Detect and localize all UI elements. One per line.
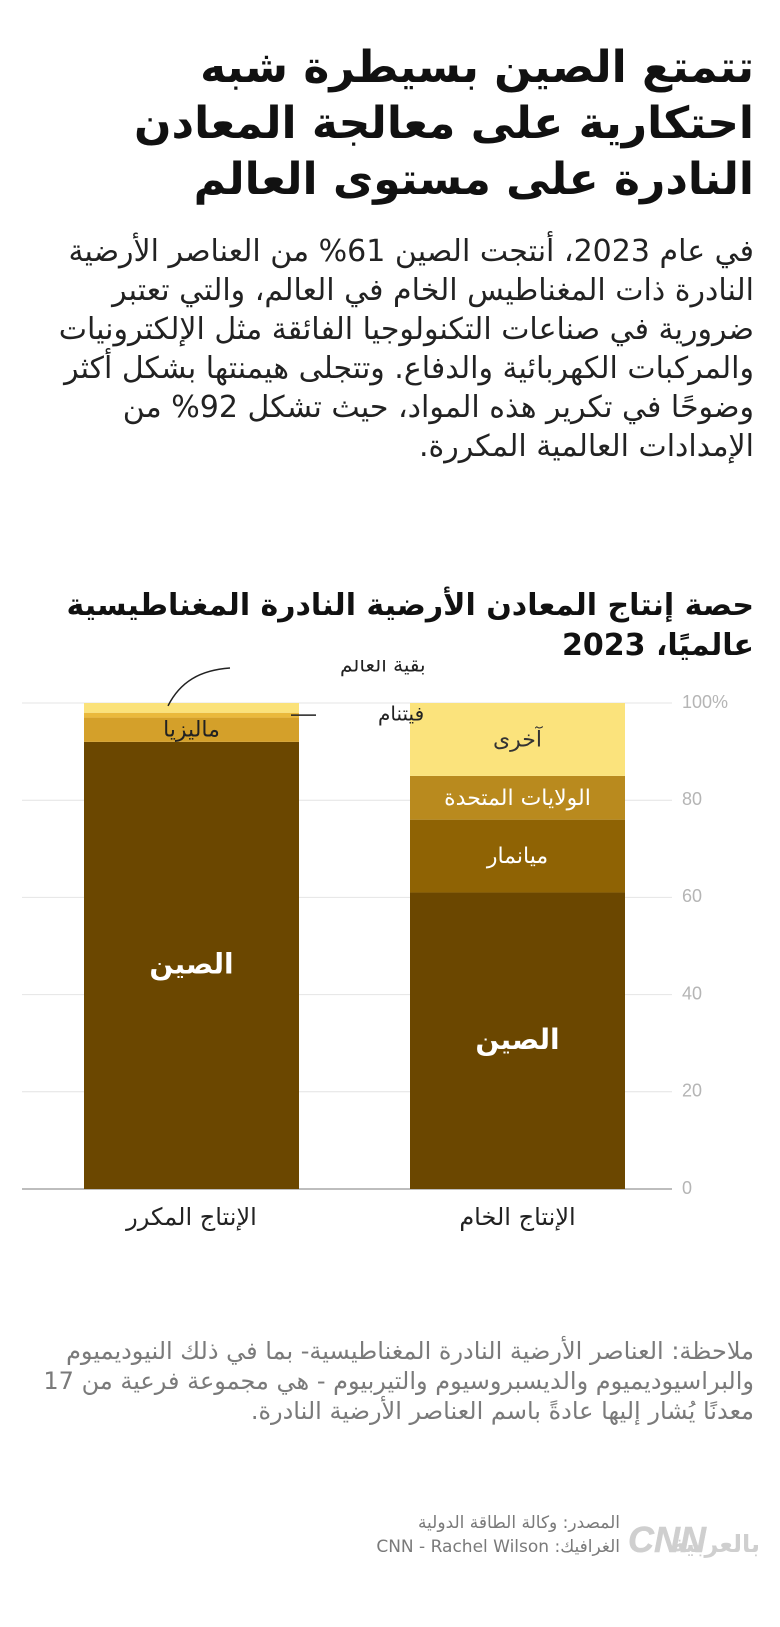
cnn-arabic-logo: CNN بالعربية: [628, 1519, 760, 1561]
bar-segment: [410, 703, 625, 776]
footnote: ملاحظة: العناصر الأرضية النادرة المغناطي…: [43, 1337, 754, 1425]
y-tick-label: 80: [682, 789, 702, 809]
y-tick-label: 100%: [682, 692, 728, 712]
callout-label: بقية العالم: [340, 660, 426, 677]
logo-cnn-text: CNN: [628, 1519, 707, 1560]
stacked-bar-chart: 0 20 40 60 80 100% الصين ميانمار الولايات المتحد…: [22, 660, 728, 1231]
bar-segment-label: الصين: [475, 1023, 559, 1056]
bar-segment: [84, 712, 299, 718]
bar-segment-label: الصين: [149, 947, 233, 980]
bar-segment: [84, 703, 299, 713]
y-tick-label: 40: [682, 983, 702, 1003]
bar-segment-label: آخرى: [493, 725, 543, 752]
y-tick-label: 0: [682, 1178, 692, 1198]
x-category-label: الإنتاج المكرر: [125, 1203, 257, 1231]
bar-segment-label: ميانمار: [486, 844, 548, 869]
chart-title: حصة إنتاج المعادن الأرضية النادرة المغنا…: [66, 588, 754, 663]
bar-segment-label: الولايات المتحدة: [444, 786, 591, 811]
bar-segment: [410, 819, 625, 893]
graphic-credit: الغرافيك: CNN - Rachel Wilson: [376, 1537, 620, 1557]
callout-line: [167, 667, 231, 707]
bar-segment: [84, 717, 299, 742]
y-tick-label: 60: [682, 886, 702, 906]
source-credit: المصدر: وكالة الطاقة الدولية: [417, 1513, 620, 1533]
intro-paragraph: في عام 2023، أنتجت الصين 61% من العناصر …: [58, 234, 754, 464]
headline: تتمتع الصين بسيطرة شبه احتكارية على معال…: [134, 42, 754, 205]
bar-segment-label: ماليزيا: [163, 718, 220, 743]
credits: المصدر: وكالة الطاقة الدولية الغرافيك: C…: [220, 1511, 620, 1559]
bar-segment: [410, 892, 625, 1189]
y-tick-label: 20: [682, 1081, 702, 1101]
bar-segment: [84, 741, 299, 1189]
callout-label: فيتنام: [378, 702, 424, 726]
logo-arabic-text: بالعربية: [671, 1530, 760, 1558]
bar-segment: [410, 775, 625, 820]
x-category-label: الإنتاج الخام: [459, 1203, 575, 1231]
